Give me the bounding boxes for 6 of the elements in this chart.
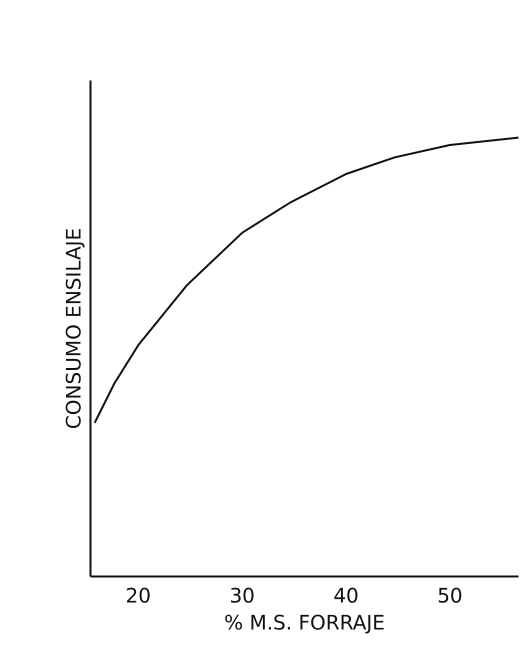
x-tick-label: 50 <box>437 584 463 608</box>
x-tick-label: 30 <box>229 584 255 608</box>
x-axis-title: % M.S. FORRAJE <box>224 610 385 634</box>
y-axis-title: CONSUMO ENSILAJE <box>62 228 86 430</box>
x-tick-label: 40 <box>333 584 359 608</box>
x-tick-label: 20 <box>126 584 152 608</box>
